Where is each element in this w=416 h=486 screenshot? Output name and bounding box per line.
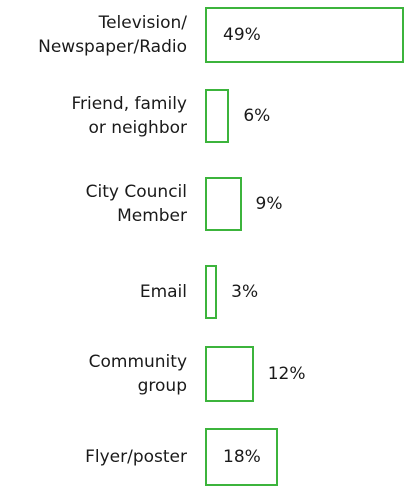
bar	[205, 7, 404, 63]
bar	[205, 428, 279, 486]
category-label: Email	[139, 282, 187, 302]
category-label: Television/Newspaper/Radio	[38, 13, 187, 57]
bar	[205, 346, 254, 402]
value-label: 6%	[243, 106, 271, 126]
bar	[205, 177, 242, 231]
value-label: 49%	[223, 25, 261, 45]
value-label: 12%	[267, 364, 306, 384]
category-label: Flyer/poster	[85, 447, 187, 467]
category-label: City Council Member	[85, 182, 187, 226]
category-label: Friend, family or neighbor	[71, 94, 187, 138]
value-label: 18%	[223, 447, 261, 467]
bar	[205, 265, 218, 319]
bar	[205, 89, 230, 143]
category-label: Community group	[88, 352, 187, 396]
value-label: 3%	[231, 282, 259, 302]
value-label: 9%	[255, 194, 283, 214]
